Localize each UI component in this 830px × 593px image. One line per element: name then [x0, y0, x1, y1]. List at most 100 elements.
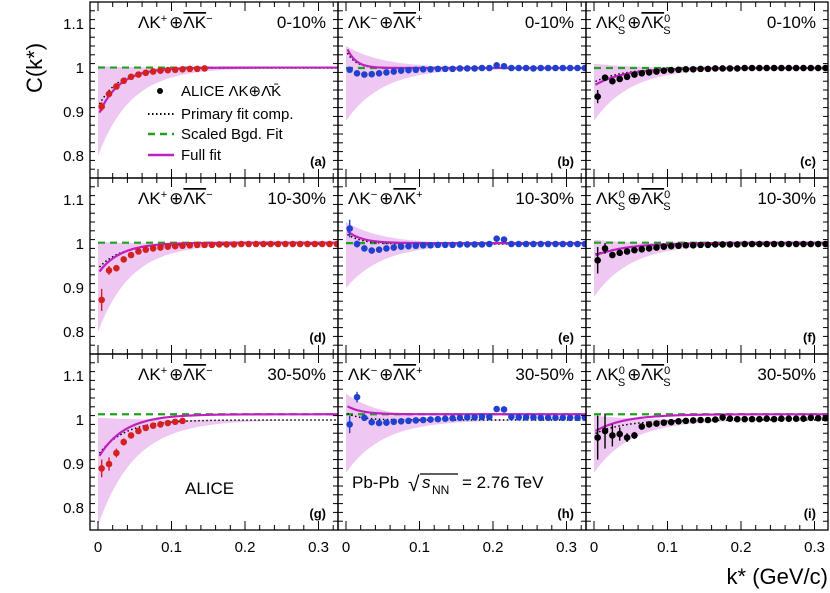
data-point [282, 240, 289, 248]
energy-var: s [422, 473, 431, 492]
data-point [770, 240, 778, 248]
data-point-marker [449, 414, 456, 422]
data-point-marker [463, 65, 471, 72]
data-point [113, 83, 120, 90]
data-point [164, 66, 172, 74]
data-point-marker [201, 241, 208, 249]
data-point [471, 241, 478, 248]
data-point-marker [500, 236, 508, 243]
data-point [522, 64, 530, 72]
title-particle-1: ΛK [596, 365, 619, 384]
data-point-marker [748, 415, 756, 423]
data-point [375, 419, 383, 427]
data-point-marker [667, 66, 675, 74]
data-point [537, 240, 545, 248]
data-point [689, 417, 697, 424]
title-sup-1: 0 [619, 365, 625, 377]
data-point-marker [252, 240, 260, 248]
data-point-marker [267, 240, 275, 248]
data-point [814, 414, 822, 422]
data-point [522, 240, 530, 248]
data-point [245, 240, 252, 248]
data-point-marker [689, 417, 697, 424]
data-point [581, 414, 586, 422]
full-fit-line [346, 405, 586, 416]
data-point-marker [486, 64, 493, 72]
data-point [478, 241, 486, 248]
data-point [697, 241, 704, 249]
data-point [493, 405, 500, 413]
data-point [427, 242, 434, 249]
data-point-marker [675, 418, 682, 425]
panel-title: ΛK− ⊕ΛK+ [348, 13, 423, 32]
title-oplus: ⊕ [379, 189, 393, 208]
data-point [581, 240, 586, 248]
data-point-marker [704, 65, 712, 73]
data-point [822, 240, 828, 248]
data-point-marker [631, 246, 638, 254]
data-point [463, 241, 471, 248]
title-sup-1: + [161, 189, 167, 201]
data-point-marker [638, 423, 646, 430]
data-point [609, 77, 616, 85]
data-point-marker [726, 241, 734, 248]
data-point-marker [623, 434, 631, 441]
data-point-marker [645, 421, 653, 428]
data-point [660, 243, 668, 250]
data-point [623, 73, 631, 81]
data-point [289, 240, 297, 248]
data-point-marker [149, 245, 157, 252]
data-point-marker [719, 414, 726, 421]
data-point [616, 249, 624, 257]
data-point [135, 427, 142, 435]
data-point [566, 64, 574, 72]
title-sup-2: + [416, 13, 422, 25]
panel-plot-area [346, 219, 586, 288]
panel-c [585, 1, 829, 179]
data-point [574, 240, 581, 248]
data-point [456, 65, 464, 72]
data-point [105, 90, 113, 98]
data-point-marker [274, 240, 282, 248]
data-point [689, 66, 697, 73]
data-point-marker [660, 419, 668, 426]
data-point [770, 64, 778, 72]
data-point [638, 69, 646, 77]
data-point-marker [500, 406, 508, 413]
data-point [500, 62, 508, 70]
data-point-marker [537, 240, 545, 248]
data-point-marker [653, 420, 660, 427]
data-point-marker [756, 415, 763, 423]
title-sub-2: S [663, 25, 670, 37]
y-tick-label: 0.9 [63, 456, 84, 473]
title-particle-1: ΛK [596, 13, 619, 32]
panel-ticks [90, 353, 338, 531]
data-point-marker [164, 243, 172, 250]
title-particle-1: ΛK [348, 365, 371, 384]
data-point [164, 243, 172, 250]
data-point-marker [689, 242, 697, 249]
data-point-marker [726, 415, 734, 422]
data-point [667, 242, 675, 250]
data-point [493, 62, 500, 69]
panel-a [89, 1, 339, 179]
title-sup-1: 0 [619, 13, 625, 25]
data-point [397, 67, 405, 74]
data-point [449, 65, 456, 73]
data-point [135, 71, 142, 78]
title-particle-1: ΛK [596, 189, 619, 208]
data-point-marker [645, 245, 653, 252]
data-point-marker [800, 240, 807, 248]
data-point [135, 248, 142, 255]
data-point [449, 414, 456, 422]
data-point-marker [675, 242, 682, 250]
data-point-marker [412, 66, 420, 74]
data-point [208, 241, 216, 249]
data-point [616, 75, 624, 83]
x-tick-label: 0.1 [161, 539, 182, 556]
data-point-marker [463, 241, 471, 248]
primary-fit-line [98, 419, 338, 454]
panel-f [585, 177, 829, 355]
data-point-marker [741, 415, 748, 423]
data-point-marker [581, 240, 586, 248]
